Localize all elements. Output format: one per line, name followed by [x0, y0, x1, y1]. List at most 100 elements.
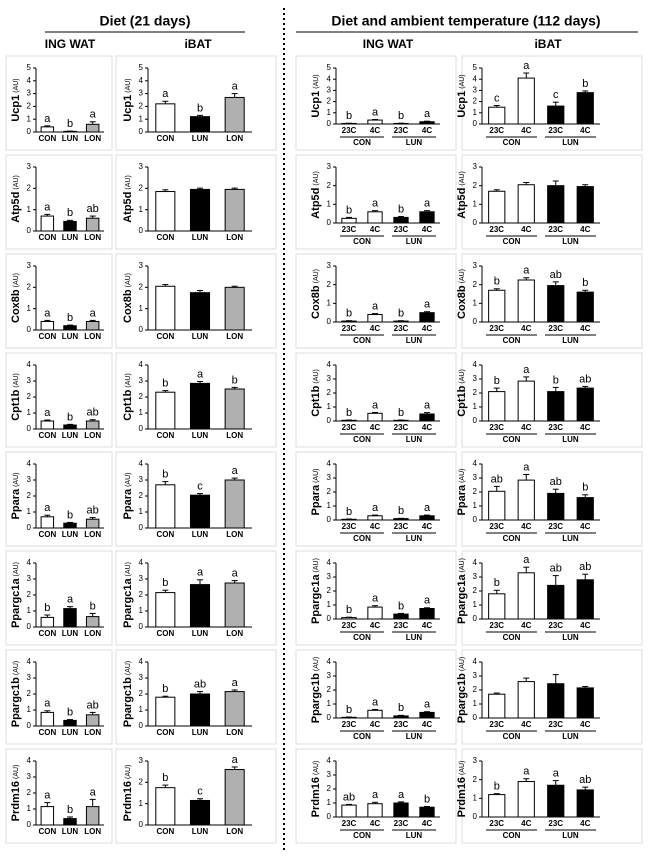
- bar: [85, 420, 100, 430]
- bar: [393, 216, 409, 224]
- significance-letter: b: [197, 102, 203, 114]
- y-tick-label: 0: [139, 622, 144, 631]
- x-tick-label: CON: [38, 530, 56, 539]
- y-tick-label: 1: [27, 705, 32, 714]
- x-tick-label: LUN: [192, 332, 209, 341]
- x-tick-label: 23C: [548, 621, 563, 630]
- y-tick-label: 1: [27, 114, 32, 123]
- significance-letter: a: [523, 461, 530, 473]
- significance-letter: ab: [343, 791, 355, 803]
- y-axis-label: Ppargc1a (AU): [10, 562, 22, 628]
- y-tick-label: 0: [139, 424, 144, 433]
- significance-letter: a: [523, 554, 530, 566]
- y-axis-unit: (AU): [13, 765, 20, 779]
- y-tick-label: 2: [27, 590, 32, 599]
- y-axis-label: Ppargc1a (AU): [310, 558, 322, 624]
- significance-letter: b: [553, 374, 559, 386]
- bar: [224, 691, 245, 727]
- y-tick-label: 0: [27, 820, 32, 829]
- group-label: CON: [353, 237, 371, 246]
- y-axis-label: Cox8b (AU): [122, 273, 134, 323]
- panel-frame: [5, 649, 113, 745]
- y-tick-label: 1: [327, 199, 332, 208]
- x-tick-label: 23C: [489, 819, 504, 828]
- y-axis-title: Ppara: [122, 488, 134, 519]
- x-tick-label: 4C: [422, 522, 432, 531]
- bar: [40, 320, 55, 331]
- y-tick-label: 3: [139, 261, 144, 270]
- y-tick-label: 0: [327, 614, 332, 623]
- significance-letter: b: [582, 277, 588, 289]
- y-axis-unit: (AU): [125, 661, 132, 675]
- panel: 0 1 2 3 Cox8b (AU) b 23C a 4C b 23C a 4C CON LUN: [295, 253, 457, 349]
- significance-letter: b: [67, 411, 73, 423]
- x-tick-label: 4C: [580, 324, 590, 333]
- group-label: CON: [503, 336, 521, 345]
- y-axis-title: Atp5d: [122, 192, 134, 223]
- y-tick-label: 2: [473, 487, 478, 496]
- y-axis-unit: (AU): [459, 469, 466, 483]
- x-tick-label: CON: [156, 233, 174, 242]
- bar: [576, 579, 594, 620]
- bar: [419, 608, 435, 620]
- y-tick-label: 0: [27, 127, 32, 136]
- significance-letter: a: [372, 789, 379, 801]
- column-title: iBAT: [184, 37, 212, 51]
- y-tick-label: 2: [139, 590, 144, 599]
- y-axis-title: Cpt1b: [122, 389, 134, 420]
- y-tick-label: 3: [473, 162, 478, 171]
- y-tick-label: 3: [473, 86, 478, 95]
- y-axis-unit: (AU): [125, 473, 132, 487]
- y-tick-label: 1: [473, 108, 478, 117]
- group-label: LUN: [562, 534, 579, 543]
- bar: [189, 584, 211, 628]
- significance-letter: c: [553, 89, 559, 101]
- panel-frame: [461, 748, 643, 844]
- x-tick-label: LON: [84, 827, 101, 836]
- y-axis-title: Ppara: [310, 484, 322, 515]
- y-tick-label: 0: [473, 317, 478, 326]
- bar: [547, 492, 565, 521]
- x-tick-label: 4C: [370, 324, 380, 333]
- y-axis-label: Ucp1 (AU): [122, 78, 134, 121]
- y-tick-label: 2: [327, 97, 332, 106]
- significance-letter: a: [398, 789, 405, 801]
- y-tick-label: 2: [139, 183, 144, 192]
- y-axis-label: Ppargc1b (AU): [10, 661, 22, 728]
- y-tick-label: 3: [27, 162, 32, 171]
- bar: [517, 479, 535, 521]
- y-tick-label: 5: [27, 63, 32, 72]
- bar: [517, 572, 535, 620]
- y-axis-label: Atp5d (AU): [122, 175, 134, 223]
- y-axis-label: Ppargc1a (AU): [456, 558, 468, 624]
- y-tick-label: 2: [27, 102, 32, 111]
- x-tick-label: LON: [226, 134, 243, 143]
- x-tick-label: 4C: [580, 522, 590, 531]
- panel: 0 1 2 3 4 5 Ucp1 (AU) a CON b LUN a LON: [115, 55, 277, 151]
- x-tick-label: 4C: [370, 522, 380, 531]
- group-label: CON: [503, 138, 521, 147]
- group-label: LUN: [562, 633, 579, 642]
- significance-letter: c: [197, 786, 203, 798]
- significance-letter: a: [424, 699, 431, 711]
- y-axis-label: Ppargc1b (AU): [456, 657, 468, 724]
- significance-letter: a: [90, 307, 97, 319]
- bar: [367, 515, 383, 521]
- y-axis-unit: (AU): [125, 78, 132, 92]
- bar: [419, 806, 435, 818]
- x-tick-label: 4C: [422, 819, 432, 828]
- group-label: CON: [353, 633, 371, 642]
- significance-letter: b: [494, 781, 500, 793]
- y-axis-title: Atp5d: [310, 188, 322, 219]
- group-label: CON: [353, 534, 371, 543]
- bar: [393, 715, 409, 719]
- significance-letter: b: [162, 378, 168, 390]
- significance-letter: b: [232, 374, 238, 386]
- bar: [367, 119, 383, 125]
- y-tick-label: 1: [327, 600, 332, 609]
- y-axis-title: Cox8b: [10, 289, 22, 323]
- bar: [488, 289, 506, 323]
- significance-letter: a: [44, 201, 51, 213]
- x-tick-label: 23C: [342, 522, 357, 531]
